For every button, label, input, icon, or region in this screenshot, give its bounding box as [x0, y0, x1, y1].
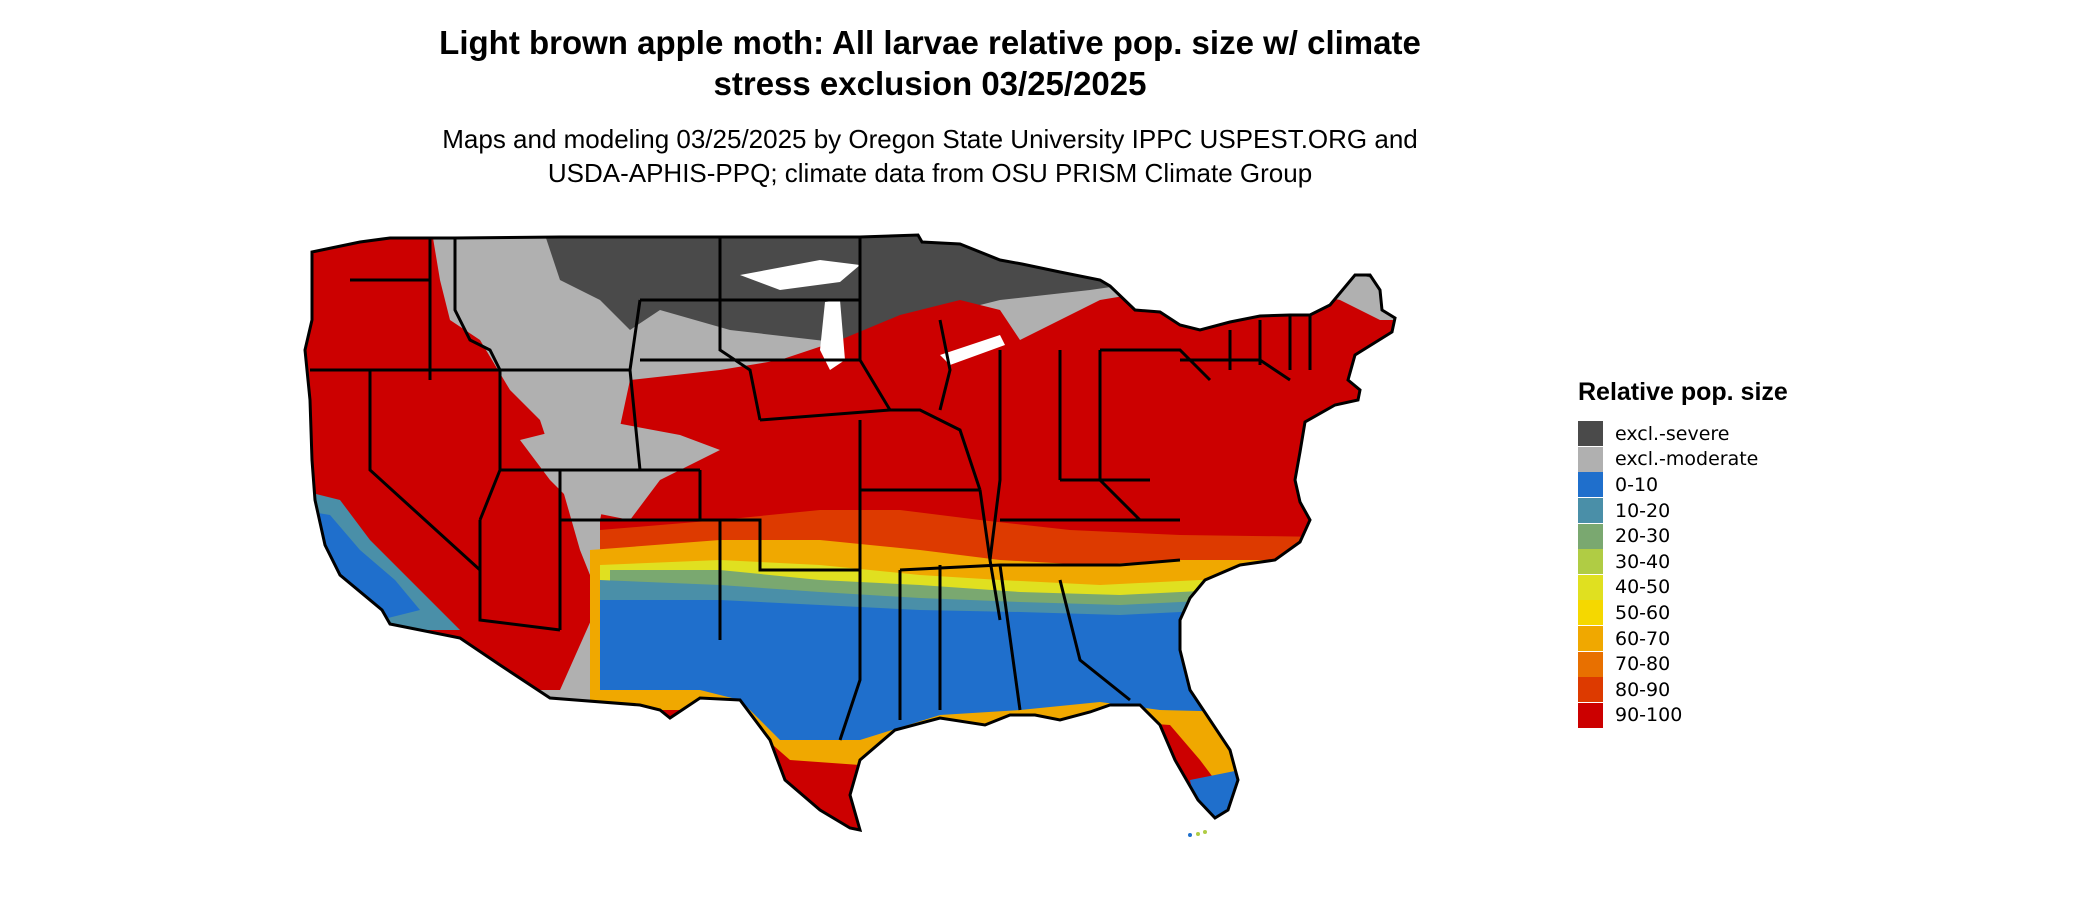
legend-swatch — [1578, 574, 1603, 600]
legend-item: 30-40 — [1578, 549, 1788, 575]
legend-label: 40-50 — [1615, 576, 1671, 599]
florida-keys — [1188, 830, 1207, 837]
legend-swatch — [1578, 600, 1603, 626]
map-title: Light brown apple moth: All larvae relat… — [340, 22, 1520, 104]
legend-swatch — [1578, 498, 1603, 524]
zone-gulf-coast — [600, 690, 1395, 830]
zone-0-10 — [600, 600, 1395, 830]
legend-items: excl.-severe excl.-moderate 0-10 10-20 20-30… — [1578, 421, 1788, 728]
legend-label: 30-40 — [1615, 550, 1671, 573]
legend-swatch — [1578, 651, 1603, 677]
legend-item: excl.-severe — [1578, 421, 1788, 447]
legend-title: Relative pop. size — [1578, 378, 1788, 406]
legend-item: excl.-moderate — [1578, 446, 1788, 473]
subtitle-line-1: Maps and modeling 03/25/2025 by Oregon S… — [442, 124, 1418, 154]
legend-label: 10-20 — [1615, 499, 1671, 522]
map-subtitle: Maps and modeling 03/25/2025 by Oregon S… — [340, 122, 1520, 190]
us-risk-map — [303, 233, 1397, 837]
legend-swatch — [1578, 549, 1603, 575]
legend-item: 90-100 — [1578, 702, 1788, 729]
legend-item: 60-70 — [1578, 626, 1788, 652]
state-borders — [303, 233, 1397, 832]
legend: Relative pop. size excl.-severe excl.-mod… — [1578, 378, 1788, 728]
legend-item: 50-60 — [1578, 600, 1788, 626]
legend-item: 0-10 — [1578, 472, 1788, 498]
legend-item: 40-50 — [1578, 574, 1788, 601]
legend-label: 20-30 — [1615, 525, 1671, 548]
legend-item: 80-90 — [1578, 677, 1788, 703]
legend-item: 10-20 — [1578, 498, 1788, 524]
legend-swatch — [1578, 421, 1603, 447]
zone-california-0-10 — [305, 510, 420, 620]
legend-swatch — [1578, 702, 1603, 728]
legend-label: 70-80 — [1615, 653, 1671, 676]
lake-michigan — [820, 300, 845, 370]
legend-item: 70-80 — [1578, 651, 1788, 677]
legend-label: excl.-moderate — [1615, 448, 1759, 471]
title-line-2: stress exclusion 03/25/2025 — [713, 65, 1147, 102]
legend-label: 60-70 — [1615, 627, 1671, 650]
subtitle-line-2: USDA-APHIS-PPQ; climate data from OSU PR… — [547, 158, 1313, 188]
lake-superior — [740, 260, 860, 290]
legend-swatch — [1578, 446, 1603, 472]
legend-label: 90-100 — [1615, 704, 1683, 727]
legend-swatch — [1578, 677, 1603, 703]
legend-label: 0-10 — [1615, 473, 1659, 496]
legend-item: 20-30 — [1578, 523, 1788, 549]
legend-swatch — [1578, 523, 1603, 549]
zone-gulf-coast-red — [600, 710, 1395, 830]
legend-swatch — [1578, 626, 1603, 652]
legend-label: 80-90 — [1615, 678, 1671, 701]
legend-swatch — [1578, 472, 1603, 498]
legend-label: 50-60 — [1615, 601, 1671, 624]
title-line-1: Light brown apple moth: All larvae relat… — [439, 24, 1421, 61]
lake-erie — [940, 335, 1005, 365]
legend-label: excl.-severe — [1615, 422, 1730, 445]
